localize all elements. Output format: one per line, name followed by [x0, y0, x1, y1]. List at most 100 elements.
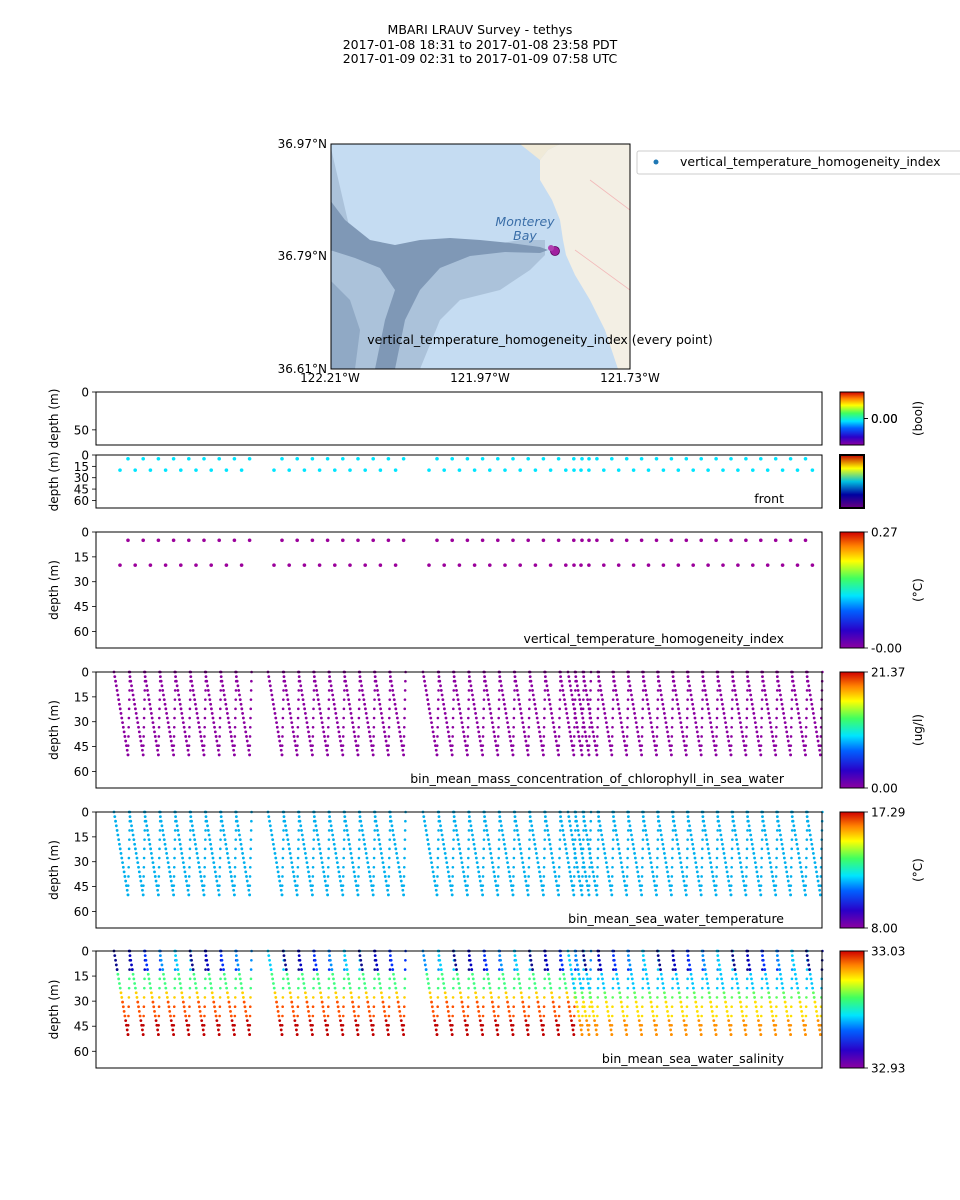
data-point — [529, 958, 533, 962]
data-point — [157, 856, 161, 860]
data-point — [347, 838, 351, 842]
data-point — [327, 829, 331, 832]
data-point — [439, 824, 442, 828]
data-point — [497, 838, 501, 841]
data-point — [459, 991, 462, 995]
data-point — [130, 684, 133, 688]
data-point — [233, 856, 237, 860]
data-point — [436, 865, 439, 869]
data-point — [534, 707, 538, 711]
data-point — [287, 702, 291, 706]
data-point — [587, 563, 591, 567]
data-point — [188, 996, 191, 999]
data-point — [372, 744, 375, 747]
data-point — [358, 829, 361, 832]
data-point — [301, 977, 305, 981]
data-point — [800, 1014, 804, 1018]
data-point — [219, 847, 222, 851]
data-point — [789, 1014, 793, 1018]
data-point — [735, 842, 739, 846]
data-point — [296, 716, 300, 720]
data-point — [497, 716, 500, 720]
y-tick-label: 15 — [74, 550, 89, 564]
data-point — [582, 721, 585, 725]
data-point — [428, 852, 432, 855]
data-point — [813, 861, 817, 865]
data-point — [450, 1033, 454, 1036]
data-point — [527, 735, 530, 738]
data-point — [644, 972, 648, 976]
data-point — [584, 875, 588, 878]
data-point — [375, 824, 379, 828]
data-point — [149, 847, 153, 851]
data-point — [507, 730, 511, 734]
data-point — [819, 1014, 823, 1018]
data-point — [326, 1014, 330, 1018]
data-point — [161, 968, 165, 971]
data-point — [621, 730, 625, 734]
data-point — [503, 847, 507, 851]
data-point — [166, 861, 170, 865]
data-point — [244, 730, 248, 734]
data-point — [446, 1009, 450, 1013]
data-point — [144, 819, 148, 823]
data-point — [579, 986, 583, 990]
data-point — [544, 679, 548, 683]
data-point — [343, 675, 347, 679]
data-point — [773, 888, 777, 892]
data-point — [527, 996, 531, 999]
data-point — [357, 1005, 360, 1009]
data-point — [565, 852, 569, 855]
data-point — [780, 702, 784, 706]
data-point — [495, 888, 499, 892]
data-point — [597, 679, 601, 683]
data-point — [229, 735, 233, 738]
data-point — [235, 679, 239, 683]
data-point — [389, 958, 393, 962]
data-point — [426, 977, 430, 981]
data-point — [466, 1014, 470, 1018]
data-point — [403, 977, 407, 981]
data-point — [685, 725, 689, 729]
data-point — [640, 1014, 644, 1018]
data-point — [658, 684, 662, 688]
data-point — [547, 972, 550, 976]
data-point — [771, 739, 775, 743]
data-point — [461, 865, 465, 869]
data-point — [626, 986, 630, 990]
data-point — [679, 1000, 683, 1004]
data-point — [619, 721, 623, 725]
data-point — [467, 815, 471, 819]
data-point — [185, 879, 188, 883]
data-point — [359, 958, 363, 962]
data-point — [685, 716, 689, 720]
data-point — [163, 982, 167, 985]
data-point — [273, 712, 277, 715]
data-point — [320, 721, 324, 725]
data-point — [326, 1023, 330, 1027]
data-point — [475, 1000, 479, 1004]
data-point — [550, 991, 553, 995]
data-point — [145, 684, 149, 688]
data-point — [779, 698, 783, 702]
data-point — [714, 538, 718, 543]
data-point — [226, 991, 229, 995]
data-point — [452, 977, 455, 981]
data-point — [515, 829, 519, 832]
data-point — [641, 815, 645, 819]
data-point — [450, 456, 455, 461]
data-point — [402, 893, 405, 897]
data-point — [200, 879, 204, 883]
data-point — [115, 968, 119, 971]
data-point — [290, 721, 294, 725]
data-point — [732, 824, 736, 828]
data-point — [796, 986, 800, 990]
data-point — [184, 875, 188, 878]
data-point — [700, 875, 703, 878]
data-point — [142, 875, 145, 878]
data-point — [358, 689, 361, 692]
data-point — [203, 716, 207, 720]
data-point — [681, 875, 685, 878]
data-point — [542, 884, 545, 887]
data-point — [582, 698, 585, 701]
